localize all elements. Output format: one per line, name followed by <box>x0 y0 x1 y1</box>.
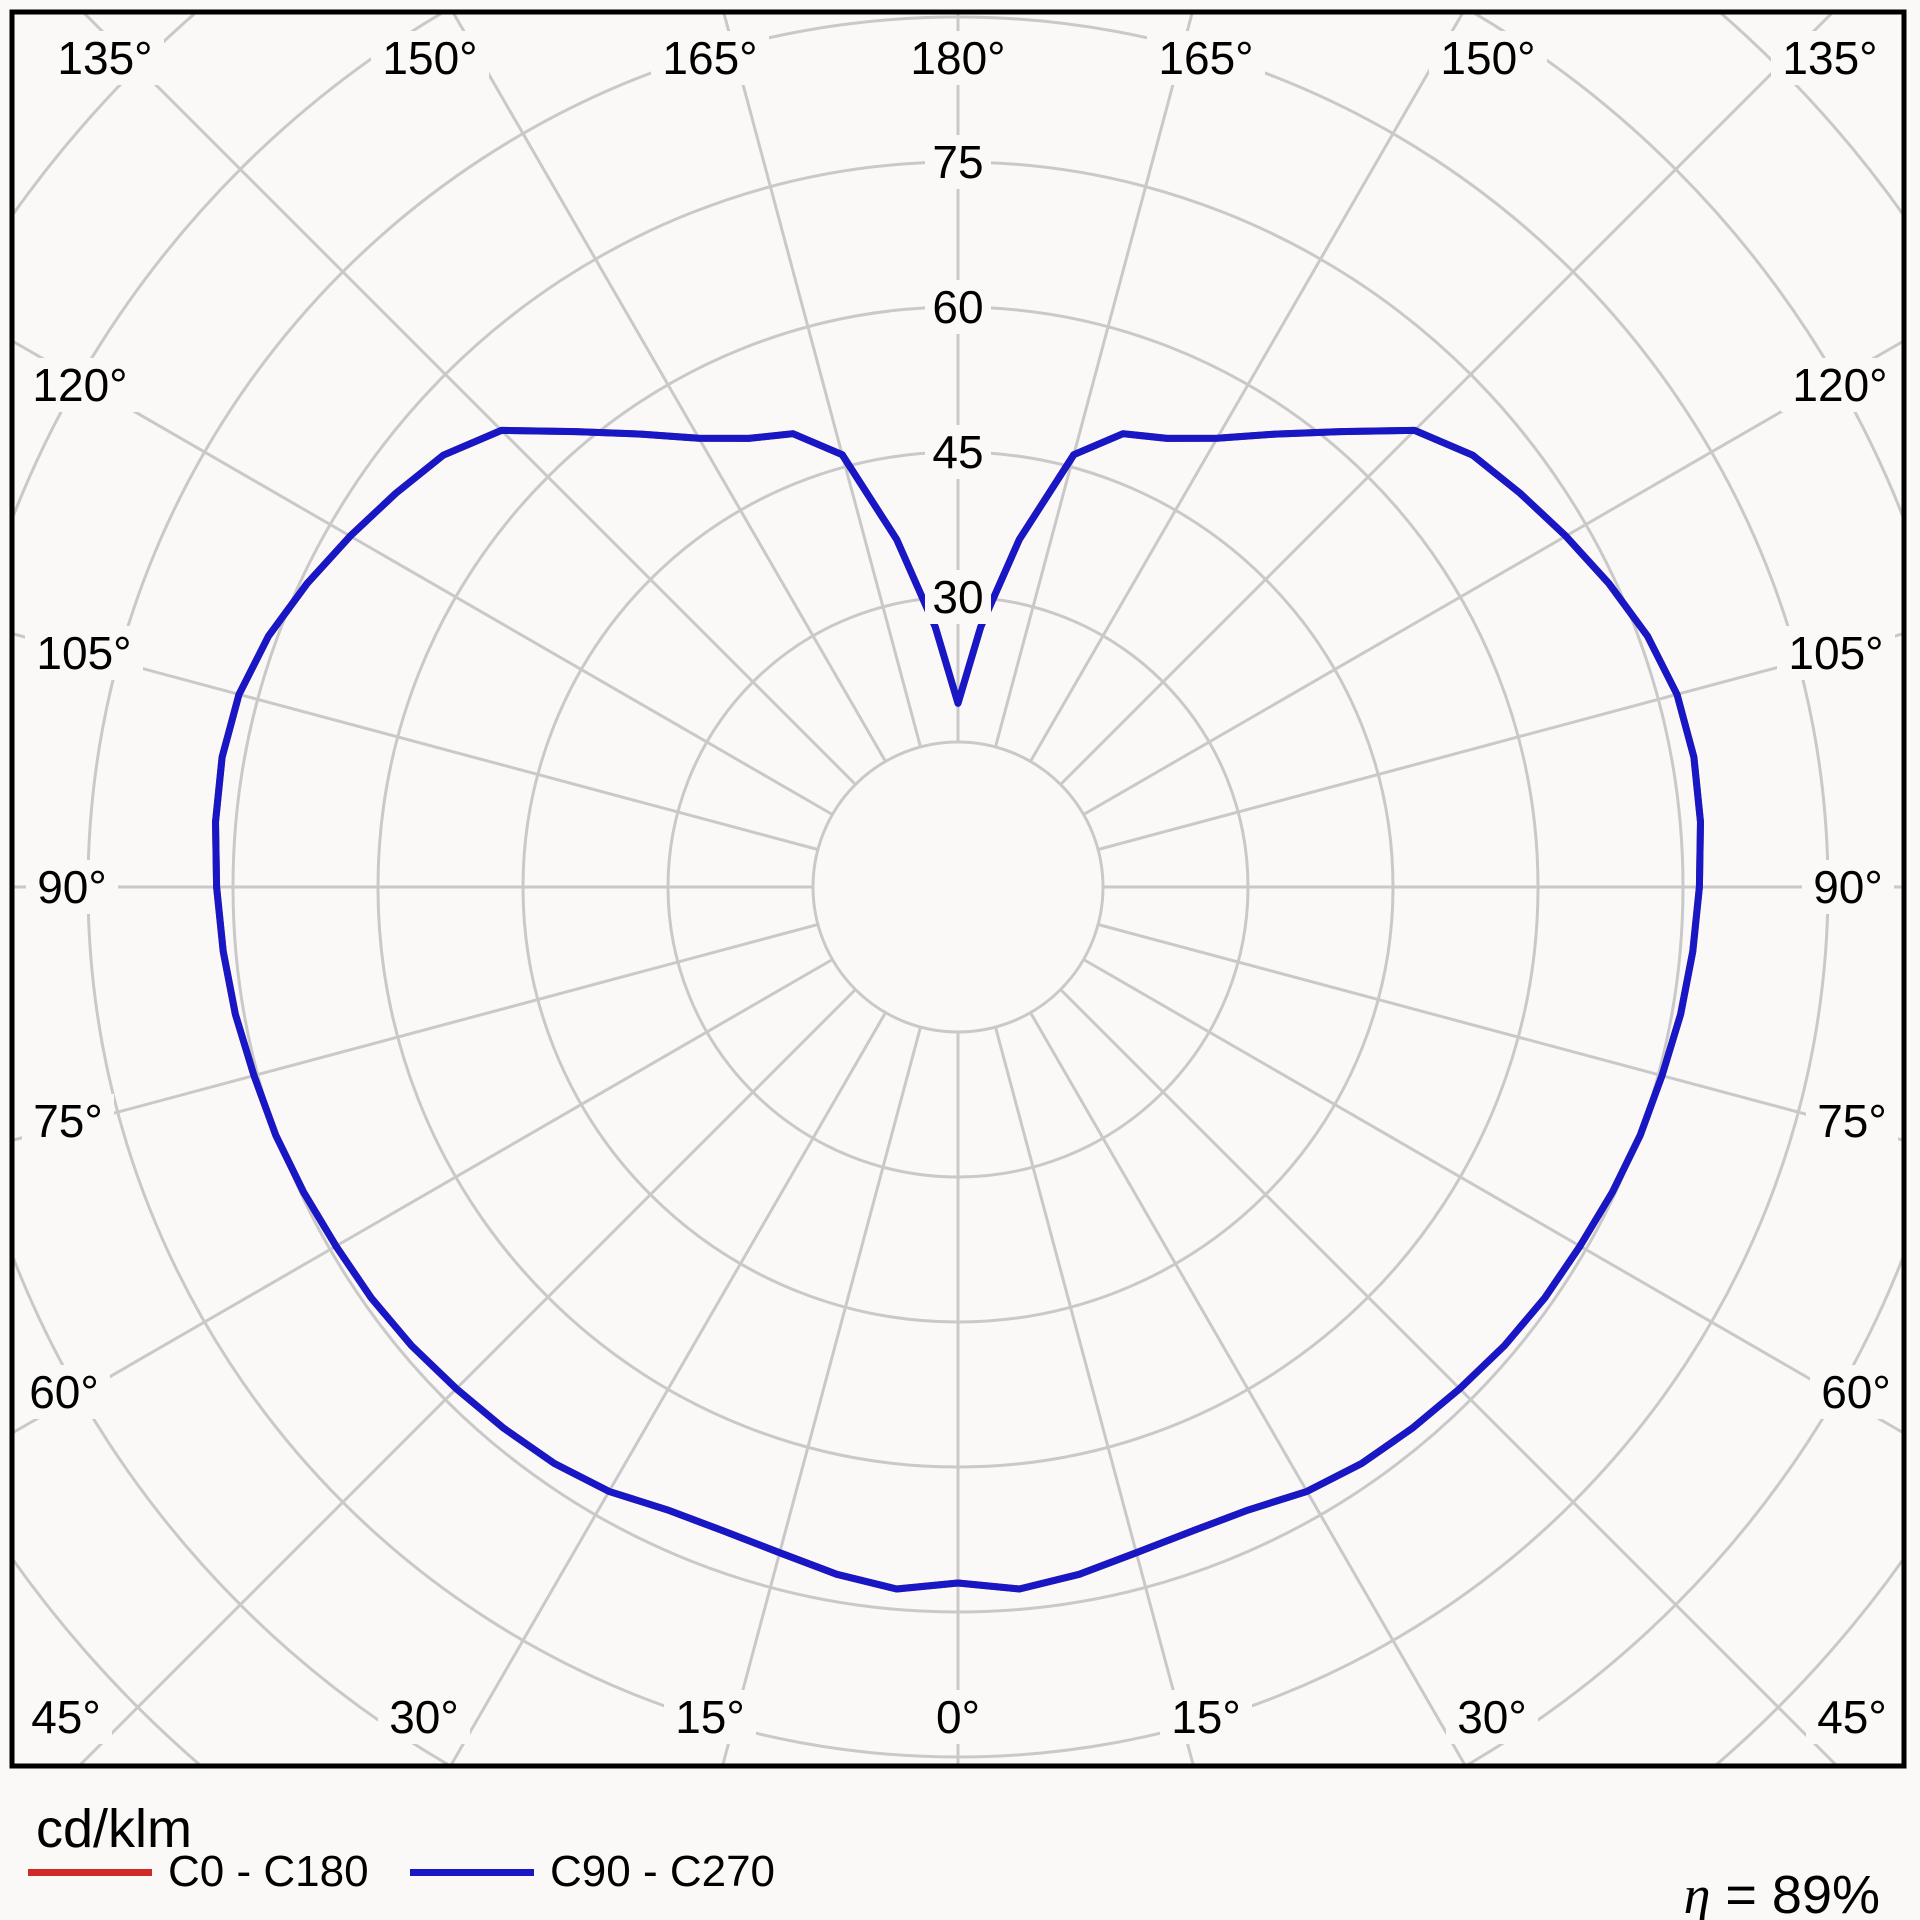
polar-grid-spoke-120 <box>1082 339 1904 816</box>
angle-label-11-60deg-halo <box>18 1365 110 1419</box>
polar-grid-spoke-60 <box>1082 958 1904 1435</box>
angle-label-8-105deg-halo <box>25 626 143 680</box>
polar-grid-spoke-105 <box>1097 632 1904 851</box>
eta-value: = 89% <box>1710 1865 1880 1920</box>
angle-label-15-75deg-halo <box>1806 1094 1898 1148</box>
radial-tick-label-30: 30 <box>932 571 983 623</box>
angle-label-16-60deg: 60° <box>1821 1366 1891 1418</box>
angle-label-23-45deg-halo <box>1806 1690 1898 1744</box>
legend-item-c90-c270: C90 - C270 <box>410 1844 775 1900</box>
radial-tick-label-30-halo <box>925 570 991 624</box>
angle-label-18-30deg: 30° <box>389 1691 459 1743</box>
angle-label-0-135deg: 135° <box>57 32 152 84</box>
radial-tick-label-60-halo <box>925 280 991 334</box>
angle-label-11-60deg: 60° <box>29 1366 99 1418</box>
curve-c90-c270 <box>212 426 1704 1593</box>
angle-label-19-15deg-halo <box>664 1690 756 1744</box>
radial-tick-label-60: 60 <box>932 281 983 333</box>
angle-label-17-45deg: 45° <box>31 1691 101 1743</box>
angle-label-2-165deg: 165° <box>662 32 757 84</box>
angle-label-19-15deg: 15° <box>675 1691 745 1743</box>
angle-label-22-30deg: 30° <box>1457 1691 1527 1743</box>
polar-grid-spoke-300 <box>12 958 834 1435</box>
radial-tick-label-75: 75 <box>932 136 983 188</box>
angle-label-20-0deg-halo <box>925 1690 991 1744</box>
angle-label-7-120deg-halo <box>21 358 139 412</box>
angle-label-14-90deg: 90° <box>1813 861 1883 913</box>
legend-swatch-c0-c180 <box>28 1868 152 1876</box>
angle-label-6-135deg: 135° <box>1782 32 1877 84</box>
polar-grid-spoke-285 <box>12 923 819 1142</box>
polar-grid-spoke-330 <box>448 1011 887 1766</box>
angle-label-21-15deg-halo <box>1160 1690 1252 1744</box>
angle-label-10-75deg: 75° <box>33 1095 103 1147</box>
angle-label-1-150deg-halo <box>371 31 489 85</box>
angle-label-9-90deg-halo <box>26 860 118 914</box>
polar-grid-spoke-240 <box>12 339 834 816</box>
angle-label-16-60deg-halo <box>1810 1365 1902 1419</box>
radial-tick-label-45: 45 <box>932 426 983 478</box>
angle-label-6-135deg-halo <box>1771 31 1889 85</box>
unit-label: cd/klm <box>36 1799 193 1859</box>
angle-label-14-90deg-halo <box>1802 860 1894 914</box>
eta-symbol: η <box>1683 1865 1711 1920</box>
angle-label-4-165deg-halo <box>1147 31 1265 85</box>
angle-label-7-120deg: 120° <box>32 359 127 411</box>
polar-grid-spoke-345 <box>720 1026 922 1766</box>
polar-grid-spoke-165 <box>994 12 1194 748</box>
radial-tick-label-45-halo <box>925 425 991 479</box>
polar-grid-spoke-315 <box>76 988 857 1766</box>
angle-label-3-180deg: 180° <box>910 32 1005 84</box>
angle-label-20-0deg: 0° <box>936 1691 980 1743</box>
angle-label-21-15deg: 15° <box>1171 1691 1241 1743</box>
angle-label-2-165deg-halo <box>651 31 769 85</box>
polar-grid-spoke-210 <box>451 12 887 763</box>
angle-label-9-90deg: 90° <box>37 861 107 913</box>
angle-label-22-30deg-halo <box>1446 1690 1538 1744</box>
polar-grid-spoke-15 <box>994 1026 1196 1766</box>
legend-swatch-c90-c270 <box>410 1868 534 1876</box>
angle-label-13-105deg-halo <box>1777 626 1895 680</box>
polar-grid-spoke-75 <box>1097 923 1904 1142</box>
legend-label-c0-c180: C0 - C180 <box>168 1847 369 1896</box>
angle-label-5-150deg-halo <box>1429 31 1547 85</box>
polar-grid-spoke-255 <box>12 632 819 851</box>
legend-item-c0-c180: C0 - C180 <box>28 1844 369 1900</box>
radial-tick-label-75-halo <box>925 135 991 189</box>
polar-grid-spoke-30 <box>1029 1011 1468 1766</box>
angle-label-10-75deg-halo <box>22 1094 114 1148</box>
plot-border <box>9 9 1907 1769</box>
angle-label-18-30deg-halo <box>378 1690 470 1744</box>
angle-label-13-105deg: 105° <box>1788 627 1883 679</box>
polar-grid-spoke-195 <box>722 12 922 748</box>
legend-label-c90-c270: C90 - C270 <box>550 1847 776 1896</box>
polar-grid-spoke-150 <box>1029 12 1465 763</box>
angle-label-12-120deg: 120° <box>1792 359 1887 411</box>
angle-label-1-150deg: 150° <box>382 32 477 84</box>
angle-label-4-165deg: 165° <box>1158 32 1253 84</box>
angle-label-3-180deg-halo <box>899 31 1017 85</box>
efficiency-readout: η = 89% <box>1624 1802 1880 1920</box>
angle-label-15-75deg: 75° <box>1817 1095 1887 1147</box>
polar-grid-spoke-45 <box>1059 988 1840 1766</box>
angle-label-23-45deg: 45° <box>1817 1691 1887 1743</box>
angle-label-5-150deg: 150° <box>1440 32 1535 84</box>
angle-label-12-120deg-halo <box>1781 358 1899 412</box>
angle-label-0-135deg-halo <box>46 31 164 85</box>
angle-label-17-45deg-halo <box>20 1690 112 1744</box>
angle-label-8-105deg: 105° <box>36 627 131 679</box>
